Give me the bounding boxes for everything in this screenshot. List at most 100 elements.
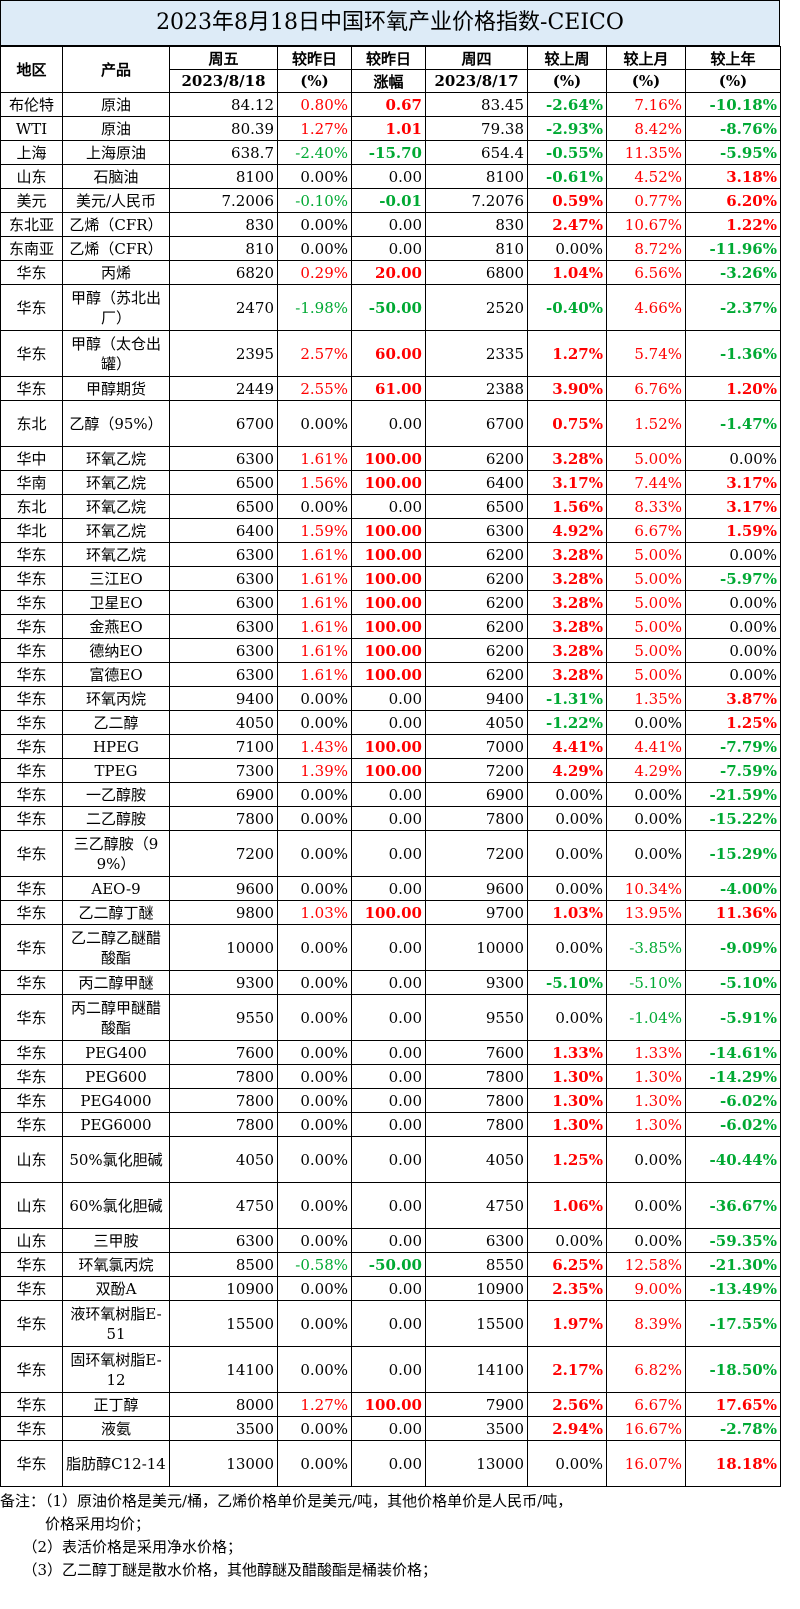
table-row: 华东 正丁醇 8000 1.27% 100.00 7900 2.56% 6.67% 17.65%: [0, 1392, 781, 1417]
cell-monthly-pct: 7.44%: [606, 470, 686, 495]
cell-region: 华东: [0, 638, 63, 663]
cell-weekly-pct: -0.55%: [527, 140, 607, 165]
cell-product: 三甲胺: [62, 1228, 170, 1253]
cell-daily-change: 0.00: [351, 994, 426, 1041]
cell-product: 丙二醇甲醚醋酸酯: [62, 994, 170, 1041]
table-row: 华南 环氧乙烷 6500 1.56% 100.00 6400 3.17% 7.44% 3.17%: [0, 470, 781, 495]
cell-region: 华东: [0, 970, 63, 995]
cell-yearly-pct: 18.18%: [685, 1440, 781, 1487]
cell-fri-price: 9550: [169, 994, 278, 1041]
cell-daily-change: 0.00: [351, 830, 426, 877]
cell-monthly-pct: 5.00%: [606, 614, 686, 639]
cell-fri-price: 4050: [169, 1136, 278, 1183]
cell-fri-price: 6300: [169, 446, 278, 471]
cell-monthly-pct: 5.00%: [606, 542, 686, 567]
header-chg-pct: 较昨日: [277, 46, 352, 70]
cell-thu-price: 10900: [425, 1276, 528, 1301]
cell-thu-price: 13000: [425, 1440, 528, 1487]
cell-region: 山东: [0, 164, 63, 189]
cell-thu-price: 6200: [425, 590, 528, 615]
cell-weekly-pct: 3.28%: [527, 638, 607, 663]
table-row: 华东 PEG400 7600 0.00% 0.00 7600 1.33% 1.33% -14.6…: [0, 1040, 781, 1065]
cell-weekly-pct: -1.31%: [527, 686, 607, 711]
cell-fri-price: 2449: [169, 376, 278, 401]
cell-thu-price: 9300: [425, 970, 528, 995]
cell-daily-pct: 1.61%: [277, 566, 352, 591]
cell-product: AEO-9: [62, 876, 170, 901]
table-row: 华东 三乙醇胺（99%） 7200 0.00% 0.00 7200 0.00% 0.00% -1…: [0, 830, 781, 877]
cell-weekly-pct: 1.56%: [527, 494, 607, 519]
cell-yearly-pct: -59.35%: [685, 1228, 781, 1253]
cell-product: 富德EO: [62, 662, 170, 687]
note-line: 价格采用均价；: [0, 1515, 151, 1533]
cell-monthly-pct: 13.95%: [606, 900, 686, 925]
cell-region: 华东: [0, 1064, 63, 1089]
cell-weekly-pct: 2.35%: [527, 1276, 607, 1301]
cell-yearly-pct: -7.59%: [685, 758, 781, 783]
table-row: 华中 环氧乙烷 6300 1.61% 100.00 6200 3.28% 5.00% 0.00%: [0, 446, 781, 471]
cell-daily-pct: 1.39%: [277, 758, 352, 783]
cell-fri-price: 13000: [169, 1440, 278, 1487]
cell-product: 原油: [62, 116, 170, 141]
cell-daily-pct: 0.00%: [277, 782, 352, 807]
cell-yearly-pct: -17.55%: [685, 1300, 781, 1347]
cell-daily-pct: 0.80%: [277, 92, 352, 117]
cell-daily-change: 100.00: [351, 900, 426, 925]
cell-weekly-pct: -2.93%: [527, 116, 607, 141]
cell-thu-price: 7000: [425, 734, 528, 759]
cell-daily-pct: 0.00%: [277, 710, 352, 735]
cell-fri-price: 810: [169, 236, 278, 261]
cell-thu-price: 2520: [425, 284, 528, 331]
cell-monthly-pct: 16.07%: [606, 1440, 686, 1487]
cell-fri-price: 6300: [169, 1228, 278, 1253]
table-row: 山东 60%氯化胆碱 4750 0.00% 0.00 4750 1.06% 0.00% -36.…: [0, 1182, 781, 1229]
cell-weekly-pct: 2.17%: [527, 1346, 607, 1393]
header-week-unit: (%): [527, 69, 607, 93]
header-month-unit: (%): [606, 69, 686, 93]
cell-region: 东北亚: [0, 212, 63, 237]
header-chg-abs: 较昨日: [351, 46, 426, 70]
cell-region: 华东: [0, 284, 63, 331]
cell-daily-change: 0.00: [351, 970, 426, 995]
cell-product: 乙烯（CFR）: [62, 212, 170, 237]
cell-product: 原油: [62, 92, 170, 117]
cell-monthly-pct: 4.66%: [606, 284, 686, 331]
cell-yearly-pct: 0.00%: [685, 662, 781, 687]
cell-yearly-pct: -2.78%: [685, 1416, 781, 1441]
cell-daily-pct: 0.00%: [277, 494, 352, 519]
cell-fri-price: 7800: [169, 1088, 278, 1113]
table-row: 山东 三甲胺 6300 0.00% 0.00 6300 0.00% 0.00% -59.35%: [0, 1228, 781, 1253]
cell-yearly-pct: -1.47%: [685, 400, 781, 447]
cell-product: PEG400: [62, 1040, 170, 1065]
cell-monthly-pct: 8.33%: [606, 494, 686, 519]
cell-yearly-pct: -3.26%: [685, 260, 781, 285]
cell-weekly-pct: 1.30%: [527, 1064, 607, 1089]
cell-region: 华东: [0, 1346, 63, 1393]
cell-region: 华东: [0, 1276, 63, 1301]
cell-daily-pct: 0.00%: [277, 1112, 352, 1137]
cell-daily-change: 100.00: [351, 1392, 426, 1417]
note-line: 备注：（1）原油价格是美元/桶，乙烯价格单价是美元/吨，其他价格单价是人民币/吨…: [0, 1492, 573, 1510]
header-month: 较上月: [606, 46, 686, 70]
cell-daily-pct: -2.40%: [277, 140, 352, 165]
cell-daily-change: 0.00: [351, 164, 426, 189]
cell-monthly-pct: 0.00%: [606, 806, 686, 831]
table-row: 华东 脂肪醇C12-14 13000 0.00% 0.00 13000 0.00% 16.07…: [0, 1440, 781, 1487]
cell-daily-change: 100.00: [351, 614, 426, 639]
cell-product: 金燕EO: [62, 614, 170, 639]
cell-thu-price: 6700: [425, 400, 528, 447]
table-row: 华东 甲醇（苏北出厂） 2470 -1.98% -50.00 2520 -0.40% 4.66…: [0, 284, 781, 331]
cell-product: 美元/人民币: [62, 188, 170, 213]
cell-weekly-pct: 0.00%: [527, 806, 607, 831]
cell-daily-pct: 0.00%: [277, 924, 352, 971]
cell-fri-price: 7800: [169, 1064, 278, 1089]
cell-yearly-pct: -15.29%: [685, 830, 781, 877]
header-fri: 周五: [169, 46, 278, 70]
cell-fri-price: 6500: [169, 470, 278, 495]
cell-thu-price: 4050: [425, 710, 528, 735]
cell-weekly-pct: 6.25%: [527, 1252, 607, 1277]
cell-fri-price: 4050: [169, 710, 278, 735]
cell-weekly-pct: 0.00%: [527, 1440, 607, 1487]
cell-product: 环氧乙烷: [62, 446, 170, 471]
cell-product: 环氧乙烷: [62, 518, 170, 543]
